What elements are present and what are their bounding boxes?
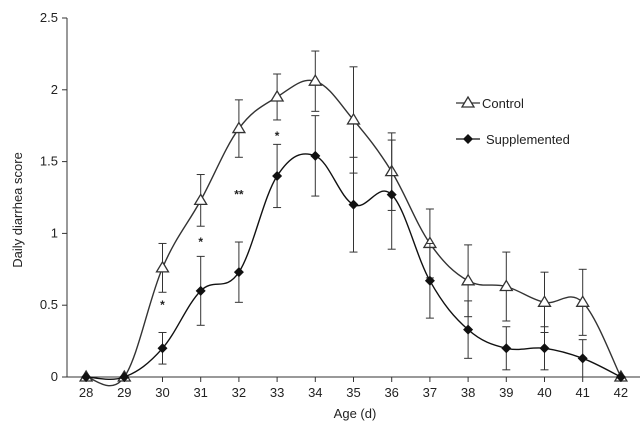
x-tick-label: 29 [117,385,131,400]
legend-item-supplemented: Supplemented [456,132,570,147]
series-supplemented [81,115,626,382]
y-tick-label: 2 [51,82,58,97]
y-tick-label: 1.5 [40,154,58,169]
data-point [539,343,550,354]
data-point [269,89,285,102]
y-ticks: 0 0.5 1 1.5 2 2.5 [40,10,67,384]
x-tick-label: 34 [308,385,322,400]
data-point [157,343,168,354]
data-point [346,112,361,125]
diamond-marker-icon [463,134,473,144]
y-tick-label: 0.5 [40,297,58,312]
y-tick-label: 0 [51,369,58,384]
x-tick-label: 32 [232,385,246,400]
significance-annotations: ***** [160,129,280,312]
x-tick-label: 39 [499,385,513,400]
x-tick-label: 28 [79,385,93,400]
legend: Control Supplemented [456,95,570,147]
data-point [119,372,130,382]
data-point [308,73,323,86]
x-tick-label: 41 [575,385,589,400]
data-point [499,279,514,292]
legend-label-supplemented: Supplemented [486,132,570,147]
data-point [231,121,247,134]
significance-marker: * [198,235,203,249]
data-point [233,267,244,278]
data-point [463,324,474,335]
data-point [310,150,321,161]
data-point [195,285,206,296]
data-point [537,295,552,307]
x-tick-label: 38 [461,385,475,400]
x-ticks: 28 29 30 31 32 33 34 35 36 37 38 39 40 41 42 [79,377,628,400]
data-point [386,189,397,200]
data-point [577,353,588,364]
data-point [501,343,512,354]
data-point [272,170,283,181]
significance-marker: * [160,298,165,312]
significance-marker: * [275,129,280,143]
data-point [460,273,476,286]
x-tick-label: 37 [423,385,437,400]
significance-marker: ** [234,188,244,202]
data-point [424,275,435,286]
series-layer [78,50,629,387]
triangle-marker-icon [460,95,476,108]
legend-item-control: Control [456,95,524,111]
x-tick-label: 40 [537,385,551,400]
data-point [575,295,590,307]
x-tick-label: 35 [346,385,360,400]
data-point [615,372,626,382]
x-tick-label: 30 [155,385,169,400]
data-point [193,193,208,206]
y-axis-title: Daily diarrhea score [10,152,25,268]
x-tick-label: 33 [270,385,284,400]
data-point [81,372,92,382]
x-tick-label: 42 [614,385,628,400]
legend-label-control: Control [482,96,524,111]
x-axis-title: Age (d) [334,406,377,421]
y-tick-label: 1 [51,225,58,240]
y-tick-label: 2.5 [40,10,58,25]
x-tick-label: 31 [193,385,207,400]
data-point [155,260,170,273]
data-point [348,199,359,210]
x-tick-label: 36 [384,385,398,400]
